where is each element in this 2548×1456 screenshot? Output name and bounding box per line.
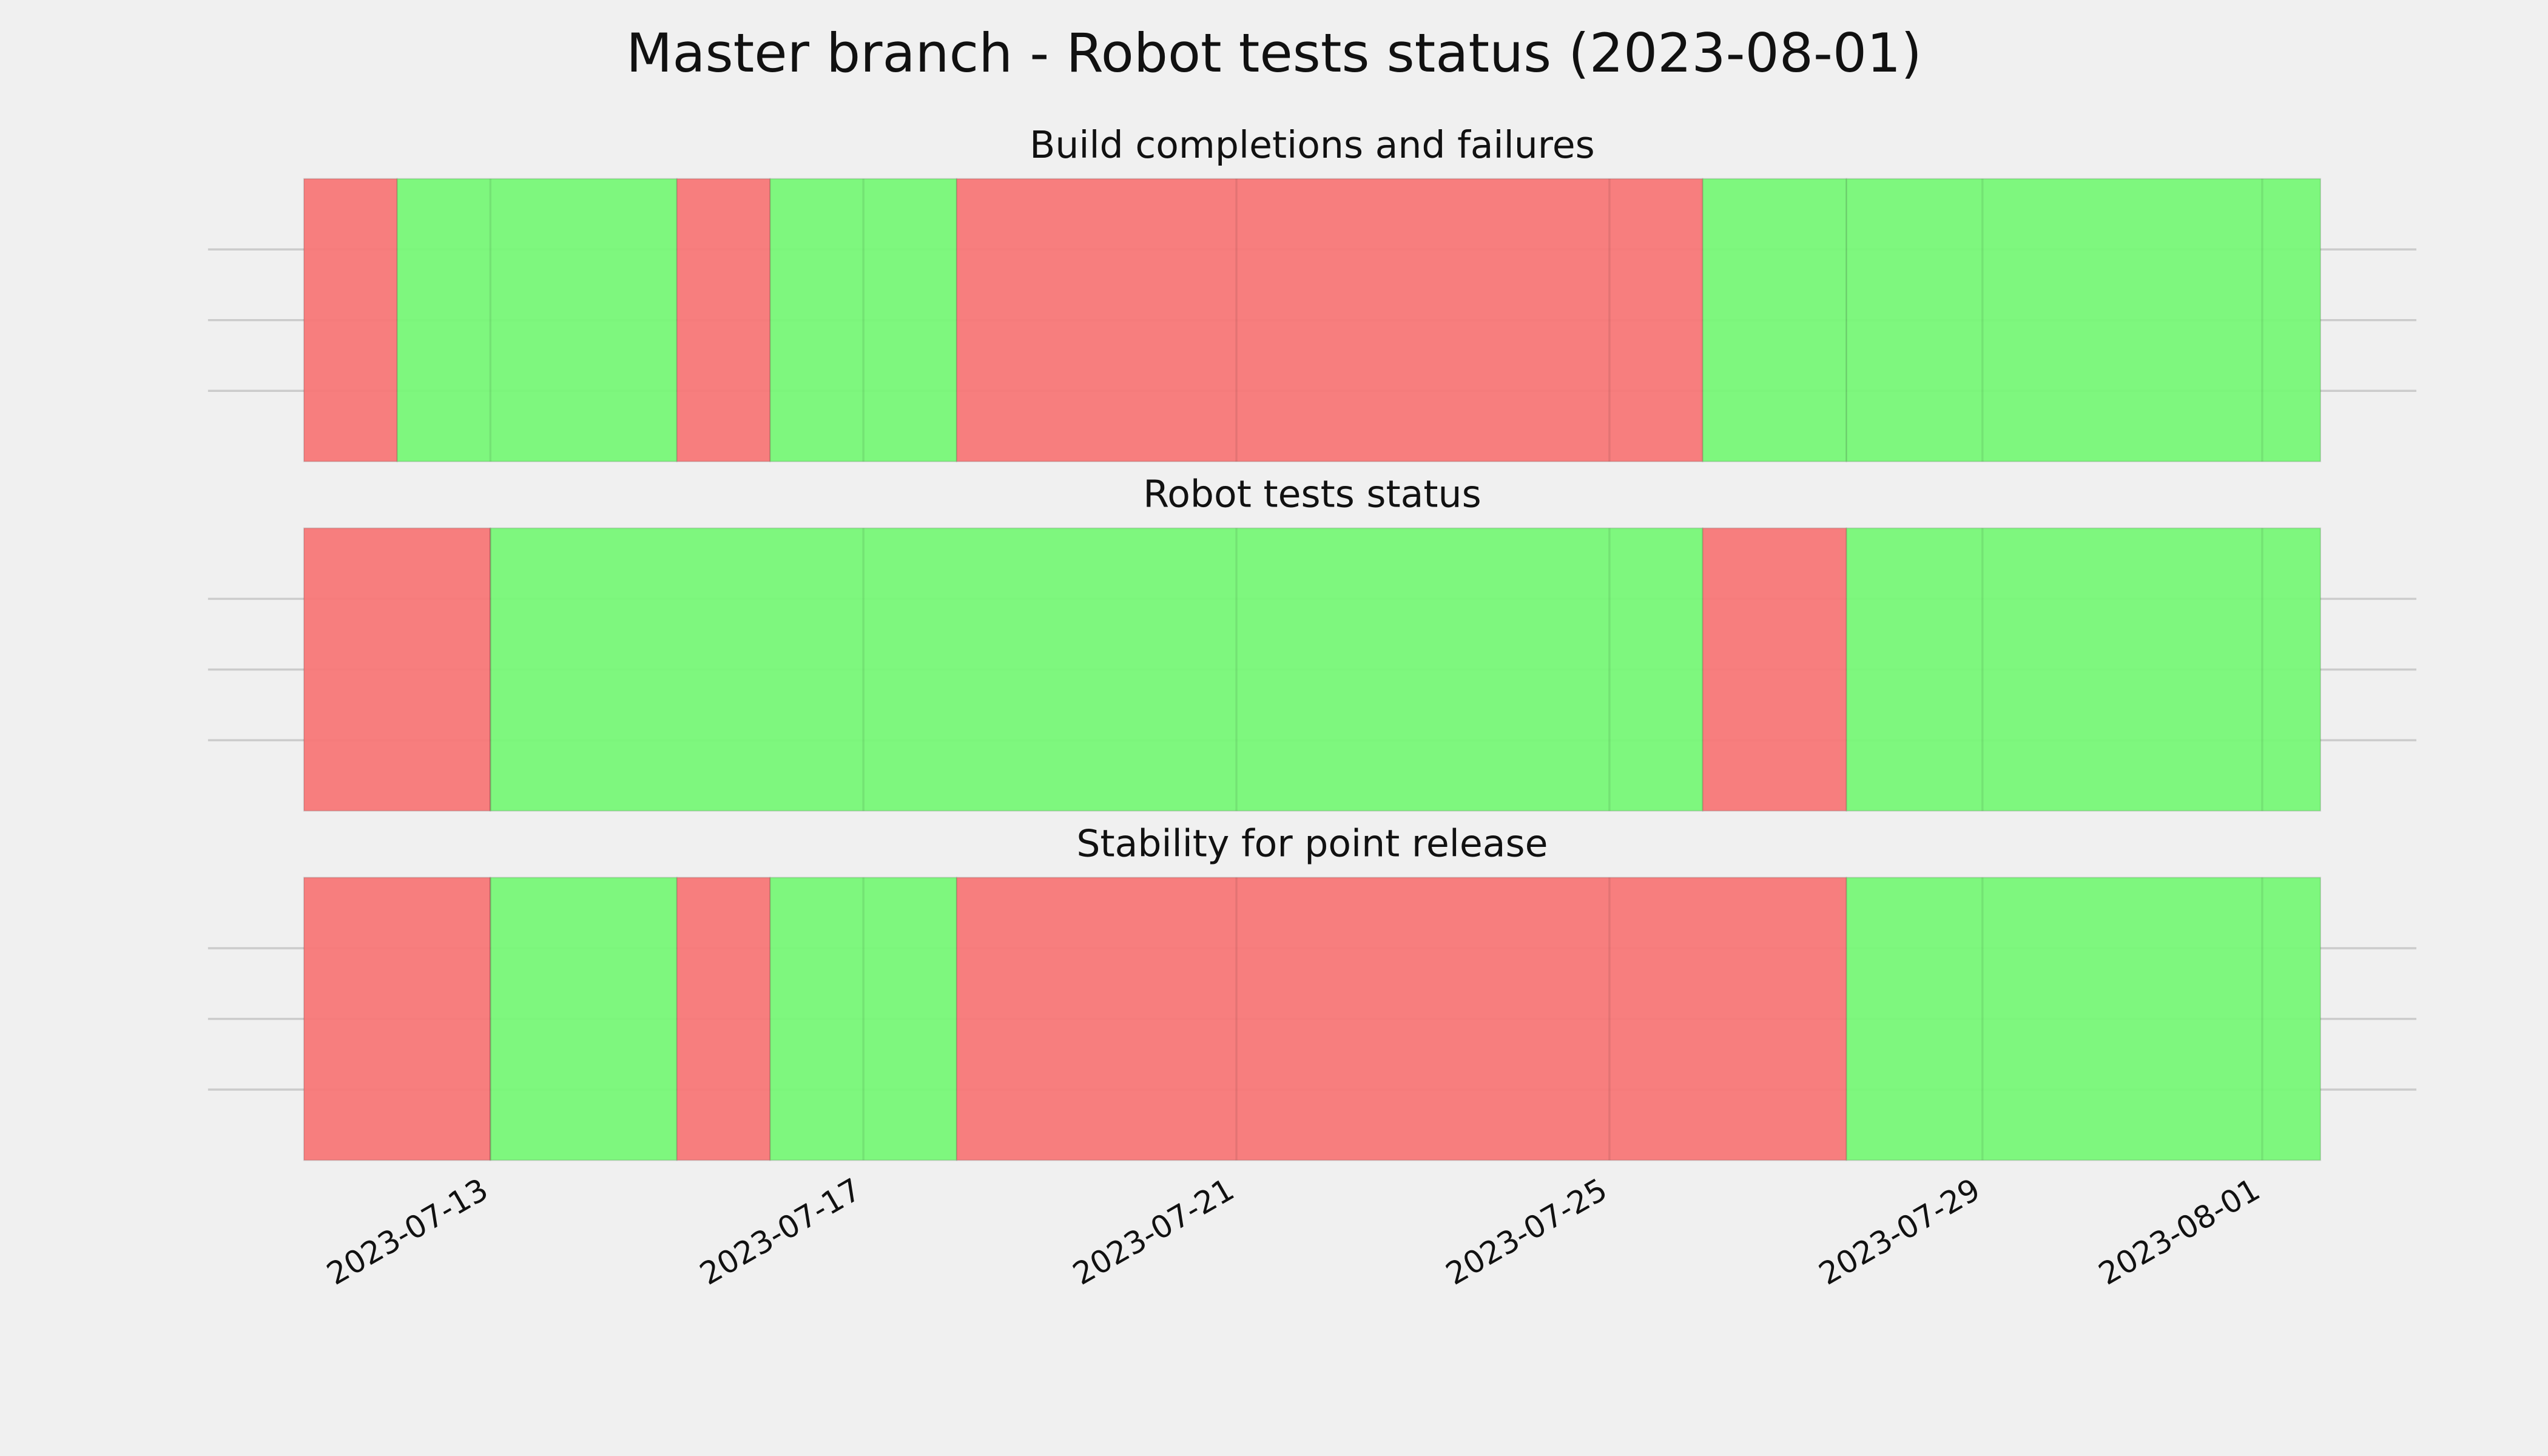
- panel-title: Robot tests status: [1143, 473, 1481, 516]
- status-span: [769, 178, 957, 462]
- status-span: [1702, 178, 1847, 462]
- status-span: [1845, 178, 2322, 462]
- status-span: [1845, 527, 2322, 812]
- status-span: [676, 178, 771, 462]
- status-span: [676, 877, 771, 1161]
- status-span: [396, 178, 678, 462]
- status-span: [1845, 877, 2322, 1161]
- chart-title: Master branch - Robot tests status (2023…: [626, 22, 1922, 84]
- status-span: [1702, 527, 1847, 812]
- status-span: [956, 877, 1847, 1161]
- panel-title: Build completions and failures: [1030, 123, 1595, 167]
- status-span: [490, 527, 1704, 812]
- status-span: [769, 877, 957, 1161]
- status-span: [303, 178, 398, 462]
- status-span: [490, 877, 678, 1161]
- panel-title: Stability for point release: [1076, 822, 1548, 866]
- status-span: [956, 178, 1704, 462]
- status-span: [303, 527, 491, 812]
- status-span: [303, 877, 491, 1161]
